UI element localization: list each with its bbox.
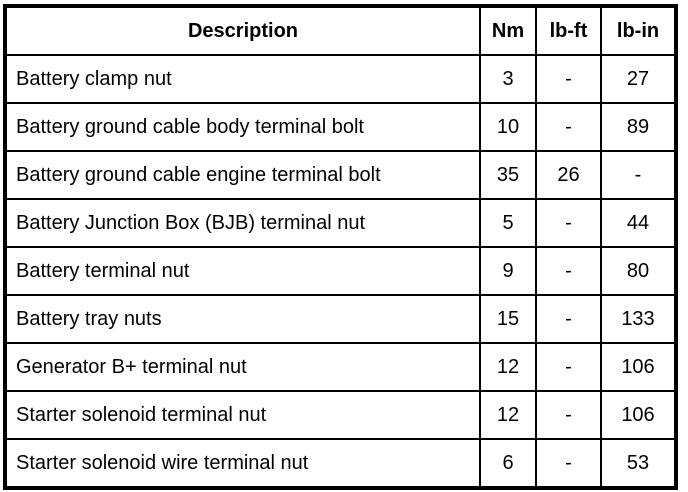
cell-lbft: - [535, 54, 602, 104]
table-row: Starter solenoid wire terminal nut 6-53 [4, 438, 677, 489]
cell-description: Battery tray nuts [4, 294, 481, 344]
torque-spec-table: Description Nm lb-ft lb-in Battery clamp… [3, 4, 678, 490]
cell-nm: 35 [479, 150, 537, 200]
cell-lbin: 106 [600, 342, 677, 392]
cell-nm: 15 [479, 294, 537, 344]
cell-lbin: - [600, 150, 677, 200]
table-row: Battery clamp nut 3-27 [4, 54, 677, 104]
cell-lbin: 44 [600, 198, 677, 248]
cell-description: Battery ground cable engine terminal bol… [4, 150, 481, 200]
cell-lbin: 80 [600, 246, 677, 296]
cell-lbft: - [535, 390, 602, 440]
cell-nm: 3 [479, 54, 537, 104]
header-nm: Nm [479, 5, 537, 56]
cell-description: Generator B+ terminal nut [4, 342, 481, 392]
cell-lbft: - [535, 246, 602, 296]
cell-nm: 10 [479, 102, 537, 152]
cell-nm: 9 [479, 246, 537, 296]
cell-description: Battery ground cable body terminal bolt [4, 102, 481, 152]
cell-lbin: 106 [600, 390, 677, 440]
cell-description: Battery clamp nut [4, 54, 481, 104]
table-row: Generator B+ terminal nut 12-106 [4, 342, 677, 392]
table-row: Battery ground cable body terminal bolt 1… [4, 102, 677, 152]
table-row: Battery terminal nut 9-80 [4, 246, 677, 296]
cell-nm: 5 [479, 198, 537, 248]
cell-description: Battery terminal nut [4, 246, 481, 296]
table-row: Starter solenoid terminal nut 12-106 [4, 390, 677, 440]
cell-description: Starter solenoid wire terminal nut [4, 438, 481, 489]
cell-lbin: 27 [600, 54, 677, 104]
cell-lbin: 53 [600, 438, 677, 489]
cell-nm: 6 [479, 438, 537, 489]
table-row: Battery Junction Box (BJB) terminal nut 5… [4, 198, 677, 248]
cell-lbin: 133 [600, 294, 677, 344]
table-row: Battery ground cable engine terminal bol… [4, 150, 677, 200]
header-lbin: lb-in [600, 5, 677, 56]
cell-lbft: - [535, 198, 602, 248]
header-description: Description [4, 5, 481, 56]
cell-nm: 12 [479, 390, 537, 440]
cell-lbft: - [535, 102, 602, 152]
cell-lbft: - [535, 438, 602, 489]
header-row: Description Nm lb-ft lb-in [4, 5, 677, 56]
cell-lbft: 26 [535, 150, 602, 200]
cell-lbin: 89 [600, 102, 677, 152]
table-row: Battery tray nuts 15-133 [4, 294, 677, 344]
cell-nm: 12 [479, 342, 537, 392]
cell-description: Battery Junction Box (BJB) terminal nut [4, 198, 481, 248]
cell-lbft: - [535, 342, 602, 392]
cell-description: Starter solenoid terminal nut [4, 390, 481, 440]
cell-lbft: - [535, 294, 602, 344]
header-lbft: lb-ft [535, 5, 602, 56]
